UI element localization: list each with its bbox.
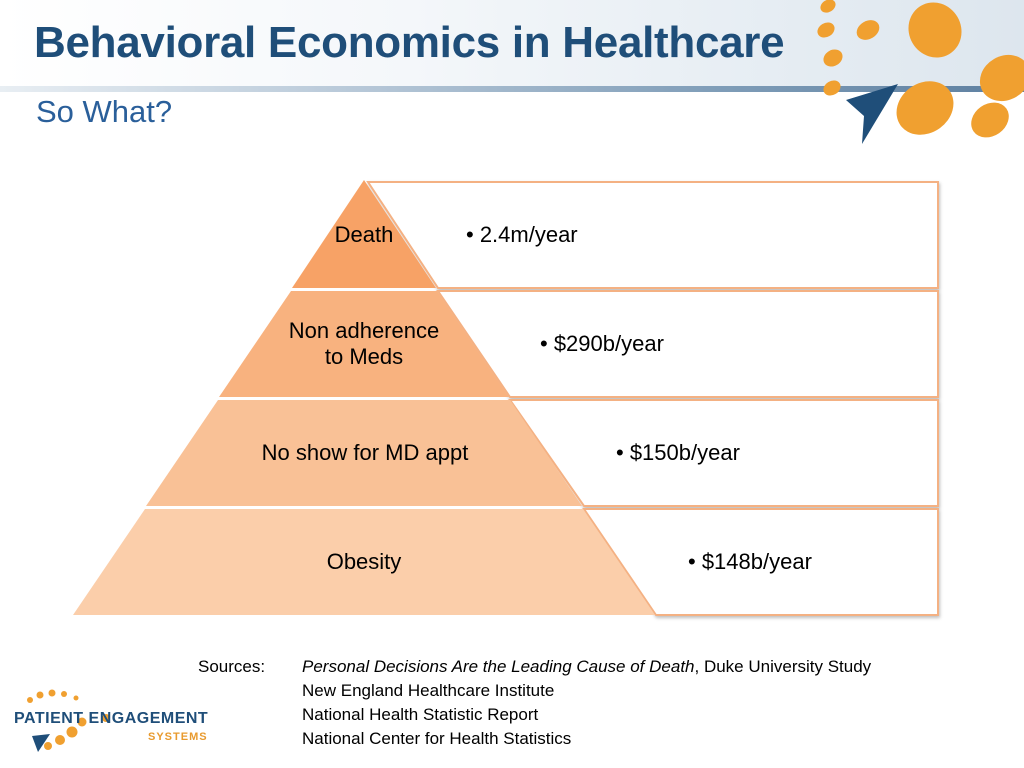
- pyramid-tier-obesity: [73, 509, 655, 615]
- tier-value-death: • 2.4m/year: [466, 222, 578, 247]
- value-box-4: [582, 508, 939, 616]
- tier-label-death: Death: [334, 222, 394, 247]
- tier-value-non-adherence: • $290b/year: [540, 331, 664, 356]
- tier-label-obesity: Obesity: [326, 549, 402, 574]
- pyramid-tier-death: [292, 180, 436, 288]
- source-line-1: Personal Decisions Are the Leading Cause…: [302, 657, 871, 677]
- source-title-italic: Personal Decisions Are the Leading Cause…: [302, 657, 695, 676]
- logo-swoosh-icon: [27, 689, 110, 752]
- company-logo: PATIENT ENGAGEMENT SYSTEMS: [8, 688, 228, 762]
- source-line-2: New England Healthcare Institute: [302, 681, 555, 700]
- header-rule: [0, 86, 1024, 92]
- tier-value-no-show: • $150b/year: [616, 440, 740, 465]
- source-line-1-rest: , Duke University Study: [694, 657, 872, 676]
- pyramid-tier-no-show: [146, 400, 582, 506]
- slide-subtitle: So What?: [36, 94, 173, 129]
- source-line-4: National Center for Health Statistics: [302, 729, 572, 748]
- logo-main-text: PATIENT ENGAGEMENT: [14, 710, 209, 727]
- tier-value-obesity: • $148b/year: [688, 549, 812, 574]
- logo-sub-text: SYSTEMS: [148, 731, 208, 743]
- tier-label-no-show: No show for MD appt: [261, 440, 469, 465]
- header-band: [0, 0, 1024, 92]
- tier-label-non-adherence: Non adherence to Meds: [288, 318, 440, 369]
- value-box-1: [366, 181, 939, 289]
- value-box-2: [436, 290, 939, 398]
- sources-label: Sources:: [198, 657, 266, 676]
- source-line-3: National Health Statistic Report: [302, 705, 539, 724]
- value-box-3: [508, 399, 939, 507]
- value-boxes: [366, 181, 939, 616]
- pyramid-tiers: [73, 180, 655, 615]
- pyramid-tier-non-adherence: [219, 291, 509, 397]
- slide-title: Behavioral Economics in Healthcare: [34, 18, 785, 67]
